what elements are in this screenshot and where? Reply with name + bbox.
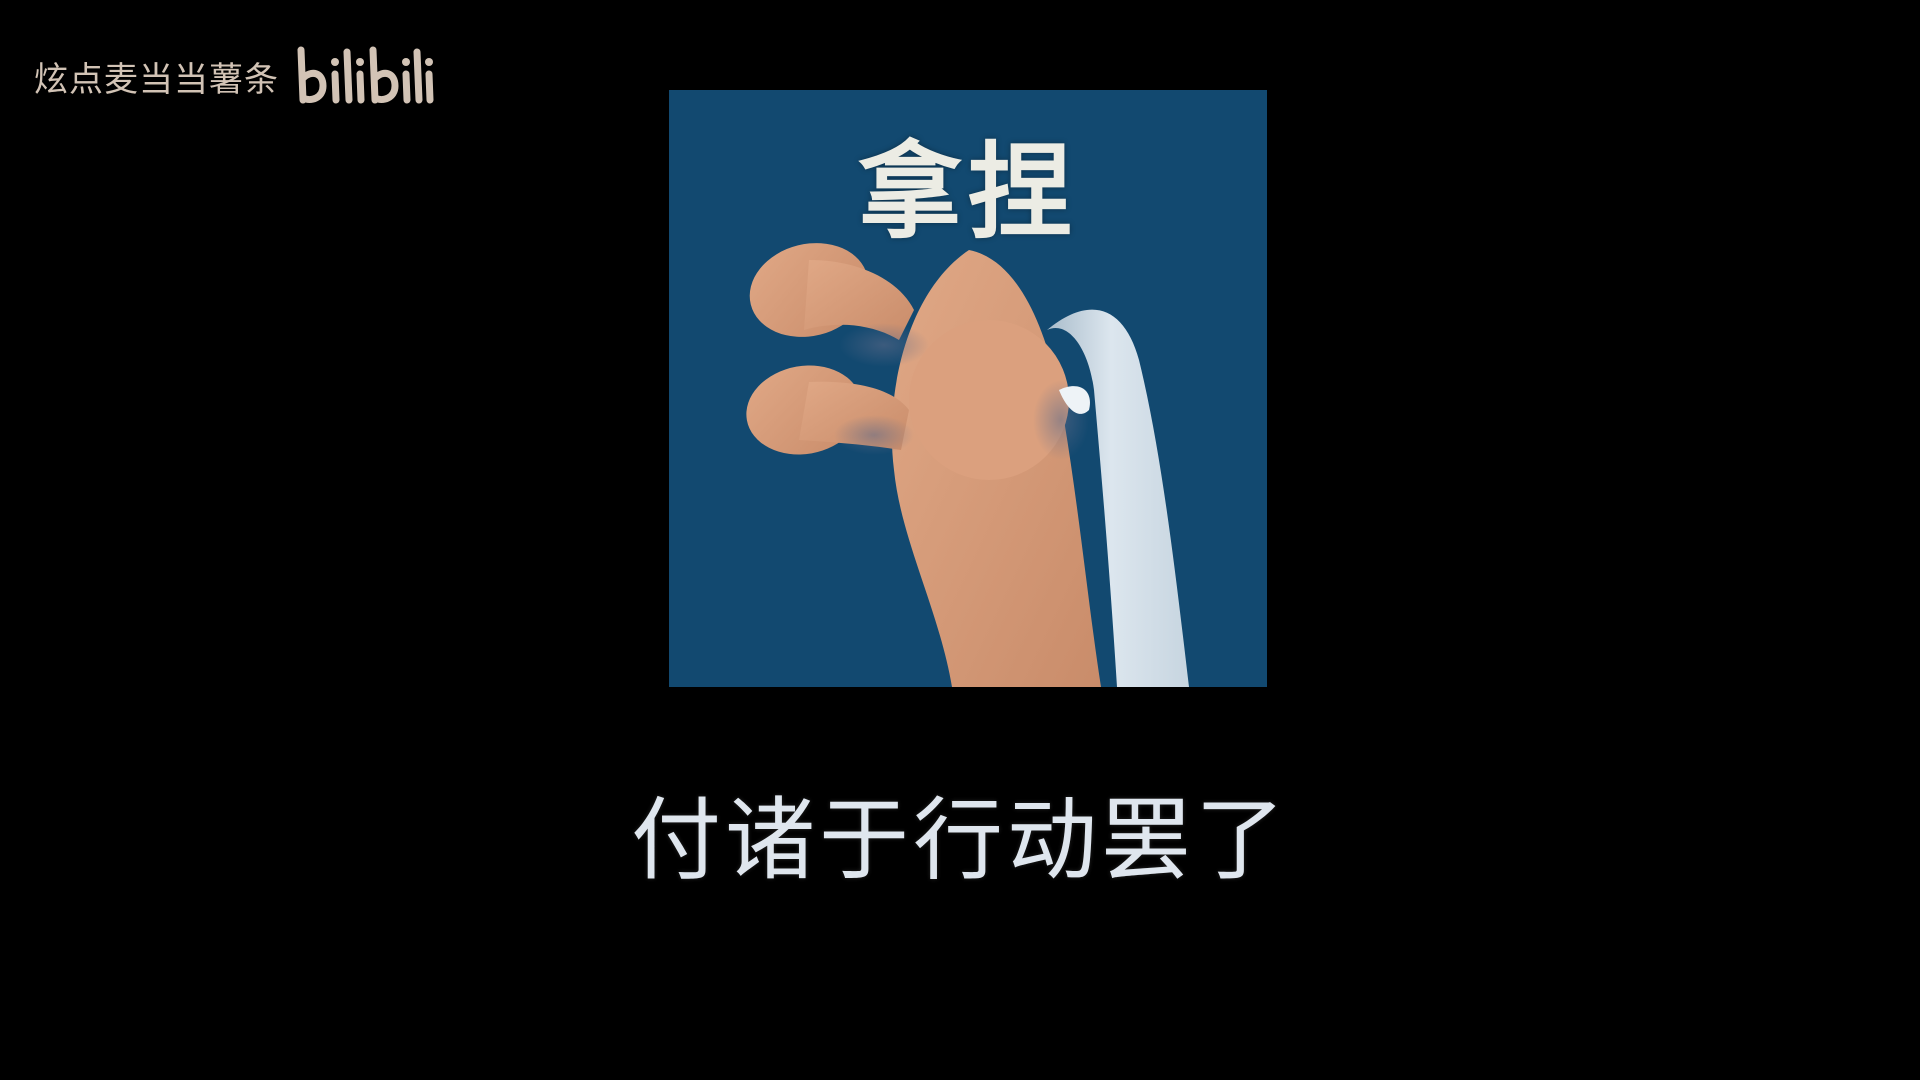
subtitle: 付诸于行动罢了 [631,788,1289,893]
sticker-title: 拿捏 [857,131,1078,253]
bilibili-logo [297,46,434,104]
watermark-author: 炫点麦当当薯条 [34,59,279,100]
pinch-sticker: 拿捏 [669,90,1267,687]
pinching-hand-illustration [746,243,1189,687]
watermark: 炫点麦当当薯条 [34,40,435,112]
